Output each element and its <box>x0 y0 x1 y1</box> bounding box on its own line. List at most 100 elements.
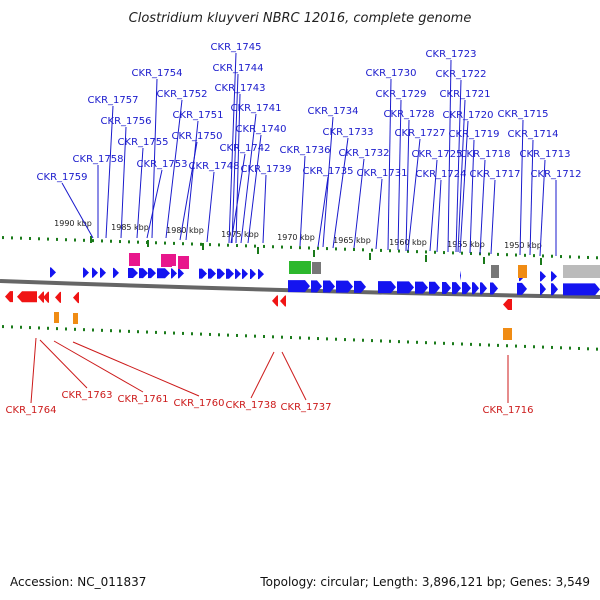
gene-label-ckr-1721: CKR_1721 <box>440 89 491 100</box>
scale-dot <box>416 340 418 344</box>
gene-label-ckr-1731: CKR_1731 <box>357 168 408 179</box>
scale-dot <box>56 237 58 241</box>
label-leader-ckr-1715 <box>519 119 524 256</box>
gene-label-ckr-1763: CKR_1763 <box>62 390 113 401</box>
scale-dot <box>344 247 346 251</box>
scale-dot <box>299 246 301 250</box>
scale-dot <box>497 343 499 347</box>
gene-label-ckr-1718: CKR_1718 <box>460 149 511 160</box>
label-leader-ckr-1713 <box>539 159 546 257</box>
label-leader-ckr-1732 <box>353 158 365 249</box>
scale-dot <box>533 254 535 258</box>
scale-dot <box>407 249 409 253</box>
scale-dot <box>416 250 418 254</box>
scale-dot <box>119 329 121 333</box>
scale-dot <box>452 251 454 255</box>
scale-dot <box>65 238 67 242</box>
scale-dot <box>38 237 40 241</box>
scale-dot <box>326 337 328 341</box>
scale-dot <box>533 345 535 349</box>
label-leader-ckr-1755 <box>136 147 144 239</box>
label-leader-ckr-1742 <box>230 153 246 244</box>
map-title: Clostridium kluyveri NBRC 12016, complet… <box>129 11 472 26</box>
scale-dot <box>560 346 562 350</box>
plus-gene-arrow <box>208 268 216 279</box>
label-leader-ckr-1748 <box>206 171 215 243</box>
scale-dot <box>200 332 202 336</box>
gene-label-ckr-1738: CKR_1738 <box>226 400 277 411</box>
scale-dot <box>380 248 382 252</box>
trna-feature <box>162 254 176 266</box>
gene-label-ckr-1733: CKR_1733 <box>323 127 374 138</box>
gene-label-ckr-1764: CKR_1764 <box>6 405 57 416</box>
scale-dot <box>173 331 175 335</box>
label-leader-ckr-1729 <box>397 99 402 251</box>
misc-feature <box>518 265 527 278</box>
gene-label-ckr-1713: CKR_1713 <box>520 149 571 160</box>
scale-dot <box>236 244 238 248</box>
gene-label-ckr-1759: CKR_1759 <box>37 172 88 183</box>
scale-dot <box>470 342 472 346</box>
gene-label-ckr-1735: CKR_1735 <box>303 166 354 177</box>
scale-dot <box>137 330 139 334</box>
gene-label-ckr-1714: CKR_1714 <box>508 129 559 140</box>
label-leader-ckr-1752 <box>165 99 183 239</box>
scale-dot <box>443 251 445 255</box>
plus-gene-arrow <box>397 281 414 294</box>
scale-dot <box>470 251 472 255</box>
kbp-tick-label: 1950 kbp <box>504 241 542 250</box>
minus-gene-arrow <box>5 291 13 303</box>
scale-dot <box>317 337 319 341</box>
scale-dot <box>272 245 274 249</box>
scale-dot <box>353 248 355 252</box>
label-leader-ckr-1764 <box>30 337 37 404</box>
gene-label-ckr-1737: CKR_1737 <box>281 402 332 413</box>
scale-dot <box>515 344 517 348</box>
pseudo-feature <box>312 262 321 274</box>
pseudo-feature <box>491 265 499 278</box>
gene-label-ckr-1716: CKR_1716 <box>483 405 534 416</box>
label-leader-ckr-1761 <box>53 340 144 393</box>
label-leader-ckr-1734 <box>322 116 334 248</box>
scale-dot <box>236 333 238 337</box>
scale-dot <box>362 338 364 342</box>
scale-dot <box>182 242 184 246</box>
minus-gene-arrow <box>55 291 61 303</box>
scale-dot <box>254 334 256 338</box>
misc-feature <box>503 328 512 340</box>
plus-gene-arrow <box>460 270 461 281</box>
scale-dot <box>119 240 121 244</box>
scale-dot <box>398 249 400 253</box>
minus-gene-arrow <box>38 291 44 303</box>
plus-gene-arrow <box>148 268 156 279</box>
label-leader-ckr-1737 <box>281 351 307 401</box>
scale-dot <box>29 236 31 240</box>
plus-gene-arrow <box>480 282 487 295</box>
gene-label-ckr-1720: CKR_1720 <box>443 110 494 121</box>
plus-gene-arrow <box>242 268 248 279</box>
gene-label-ckr-1761: CKR_1761 <box>118 394 169 405</box>
scale-dot <box>335 247 337 251</box>
minus-gene-arrow <box>17 291 37 303</box>
scale-dot <box>362 248 364 252</box>
plus-gene-arrow <box>378 281 396 294</box>
gene-label-ckr-1742: CKR_1742 <box>220 143 271 154</box>
plus-gene-arrow <box>226 268 234 279</box>
scale-dot <box>29 326 31 330</box>
misc-feature <box>73 313 78 324</box>
gene-label-ckr-1760: CKR_1760 <box>174 398 225 409</box>
region-feature <box>563 265 600 278</box>
plus-gene-arrow <box>288 280 310 293</box>
scale-dot <box>245 334 247 338</box>
scale-dot <box>308 336 310 340</box>
scale-dot <box>434 341 436 345</box>
scale-dot <box>218 333 220 337</box>
scale-dot <box>389 249 391 253</box>
label-leader-ckr-1753 <box>146 169 163 239</box>
scale-dot <box>11 236 13 240</box>
scale-dot <box>2 325 4 329</box>
plus-gene-arrow <box>178 268 184 279</box>
gene-label-ckr-1740: CKR_1740 <box>236 124 287 135</box>
scale-dot <box>191 242 193 246</box>
